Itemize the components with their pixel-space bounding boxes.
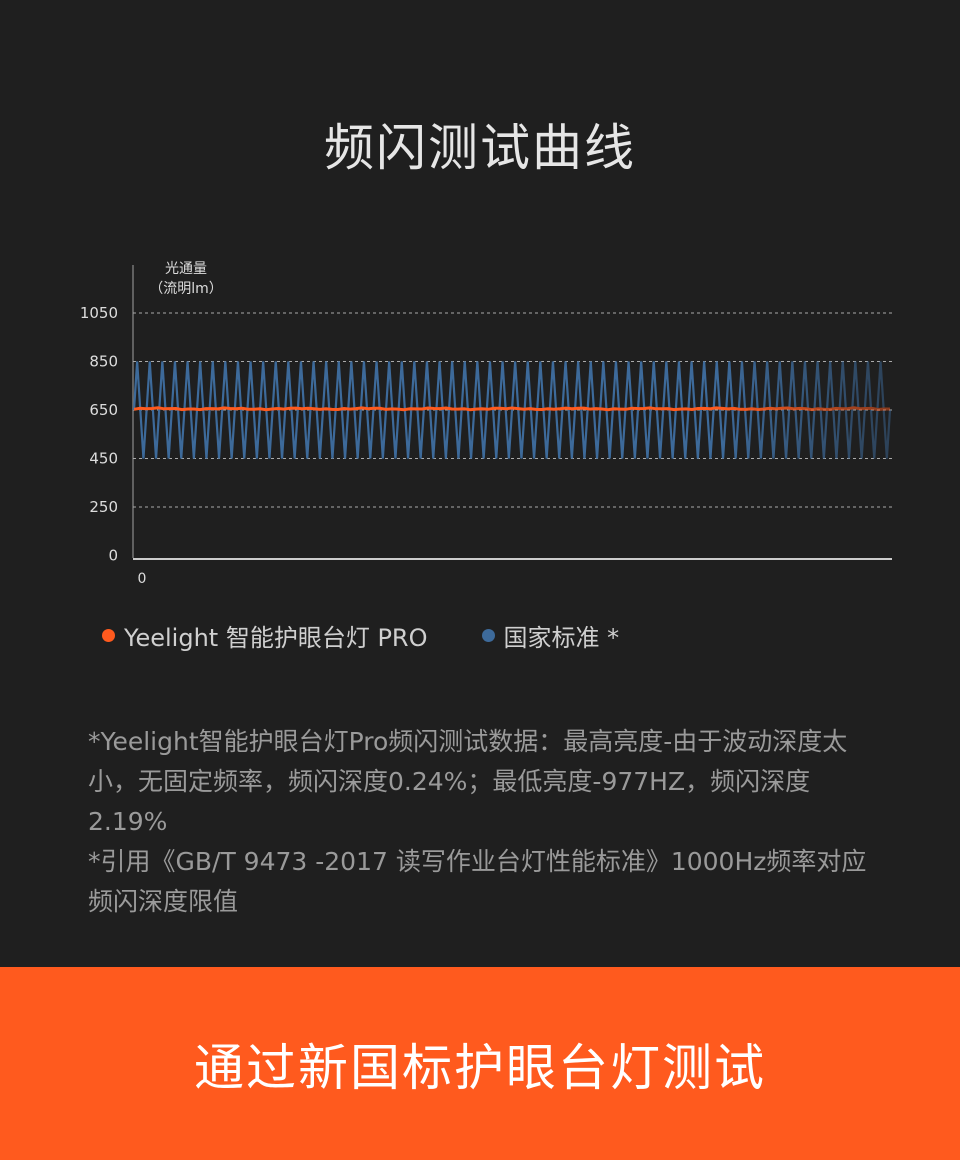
legend-dot-blue <box>481 629 495 642</box>
banner-text: 通过新国标护眼台灯测试 <box>194 1038 766 1097</box>
x-tick-label: 0 <box>138 571 147 587</box>
legend-item-yeelight: Yeelight 智能护眼台灯 PRO <box>102 618 428 653</box>
y-tick-label: 0 <box>108 547 118 565</box>
legend: Yeelight 智能护眼台灯 PRO 国家标准 * <box>102 618 619 653</box>
note-test-data: *Yeelight智能护眼台灯Pro频闪测试数据：最高亮度-由于波动深度太小，无… <box>88 727 848 836</box>
y-tick-label: 450 <box>89 450 118 468</box>
legend-dot-orange <box>102 629 115 642</box>
note-standard: *引用《GB/T 9473 -2017 读写作业台灯性能标准》1000Hz频率对… <box>88 847 867 916</box>
y-tick-label: 850 <box>89 353 118 371</box>
series-yeelight <box>133 406 890 412</box>
legend-item-national-standard: 国家标准 * <box>481 618 619 653</box>
page-title: 频闪测试曲线 <box>324 119 636 177</box>
y-axis-label-unit: （流明lm） <box>149 281 223 297</box>
banner: 通过新国标护眼台灯测试 <box>0 967 960 1160</box>
y-tick-label: 1050 <box>80 304 118 322</box>
y-axis-label: 光通量 <box>165 261 207 277</box>
flicker-chart: 光通量 （流明lm） 1050 850 650 450 250 0 0 <box>80 261 892 587</box>
y-tick-label: 650 <box>89 401 118 419</box>
y-tick-label: 250 <box>89 498 118 516</box>
footnotes: *Yeelight智能护眼台灯Pro频闪测试数据：最高亮度-由于波动深度太小，无… <box>88 722 888 922</box>
